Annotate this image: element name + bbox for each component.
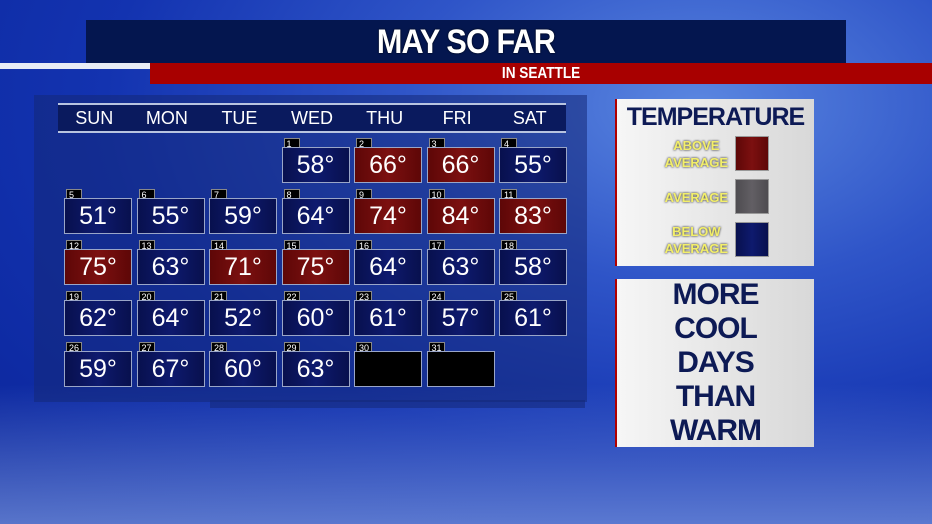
weekday-tue: TUE — [221, 108, 258, 128]
day-cell: 17 63° — [426, 240, 495, 286]
day-cell: 6 55° — [136, 189, 205, 235]
day-cell: 31 — [426, 342, 495, 388]
day-cell: 7 59° — [209, 189, 277, 235]
day-temperature: 60° — [281, 300, 350, 336]
page-title: MAY SO FAR — [376, 23, 556, 61]
weekday-thu: THU — [366, 108, 404, 128]
day-temperature: 61° — [499, 300, 567, 336]
day-temperature: 83° — [499, 198, 567, 234]
day-cell: 8 64° — [281, 189, 350, 235]
legend-label: ABOVE AVERAGE — [664, 138, 728, 170]
summary-panel: MORE COOL DAYS THAN WARM — [615, 278, 814, 447]
day-cell: 1 58° — [281, 138, 350, 184]
weekday-wed: WED — [291, 108, 334, 128]
day-temperature: 67° — [136, 351, 205, 387]
legend-label: BELOW AVERAGE — [664, 224, 728, 256]
day-cell: 21 52° — [209, 291, 277, 337]
day-cell: 20 64° — [136, 291, 205, 337]
day-temperature: 55° — [136, 198, 205, 234]
day-cell: 11 83° — [499, 189, 567, 235]
calendar-panel-extension — [210, 400, 585, 408]
day-cell: 12 75° — [64, 240, 132, 286]
day-cell: 23 61° — [354, 291, 422, 337]
day-temperature: 59° — [209, 198, 277, 234]
accent-line — [0, 63, 152, 69]
day-cell: 25 61° — [499, 291, 567, 337]
legend-swatch-below — [735, 222, 769, 257]
day-temperature: 52° — [209, 300, 277, 336]
day-cell: 30 — [354, 342, 422, 388]
day-temperature: 58° — [499, 249, 567, 285]
title-bar: MAY SO FAR — [86, 20, 846, 64]
legend-swatch-above — [735, 136, 769, 171]
day-temperature: 51° — [64, 198, 132, 234]
day-cell: 18 58° — [499, 240, 567, 286]
day-cell: 27 67° — [136, 342, 205, 388]
day-temperature: 55° — [499, 147, 567, 183]
subtitle-bar: IN SEATTLE — [150, 63, 932, 84]
day-cell: 29 63° — [281, 342, 350, 388]
day-cell: 9 74° — [354, 189, 422, 235]
legend-item-below: BELOW AVERAGE — [617, 222, 816, 258]
summary-message: MORE COOL DAYS THAN WARM — [670, 278, 762, 447]
day-temperature: 74° — [354, 198, 422, 234]
day-temperature: 58° — [281, 147, 350, 183]
day-cell: 4 55° — [499, 138, 567, 184]
legend-label: AVERAGE — [664, 189, 728, 205]
day-cell: 15 75° — [281, 240, 350, 286]
day-cell: 3 66° — [426, 138, 495, 184]
page-subtitle: IN SEATTLE — [501, 65, 581, 82]
day-temperature: 75° — [281, 249, 350, 285]
weekday-sun: SUN — [75, 108, 114, 128]
day-cell: 28 60° — [209, 342, 277, 388]
day-temperature: 66° — [426, 147, 495, 183]
weekday-fri: FRI — [442, 108, 472, 128]
day-temperature: 63° — [426, 249, 495, 285]
day-temperature: 71° — [209, 249, 277, 285]
day-temperature: 63° — [281, 351, 350, 387]
day-temperature: 84° — [426, 198, 495, 234]
day-cell: 24 57° — [426, 291, 495, 337]
day-cell: 5 51° — [64, 189, 132, 235]
day-cell: 10 84° — [426, 189, 495, 235]
calendar-panel — [34, 95, 587, 402]
day-temperature: 75° — [64, 249, 132, 285]
weekday-sat: SAT — [512, 108, 547, 128]
legend-item-above: ABOVE AVERAGE — [617, 136, 816, 172]
day-cell: 19 62° — [64, 291, 132, 337]
day-temperature: 64° — [354, 249, 422, 285]
weekday-header: SUN MON TUE WED THU FRI SAT — [58, 103, 566, 133]
legend-item-average: AVERAGE — [617, 179, 816, 215]
day-temperature: 64° — [136, 300, 205, 336]
day-temperature: 59° — [64, 351, 132, 387]
day-temperature — [426, 351, 495, 387]
weekday-mon: MON — [145, 108, 188, 128]
day-temperature — [354, 351, 422, 387]
temperature-legend: TEMPERATURE ABOVE AVERAGE AVERAGE BELOW AV… — [615, 99, 814, 266]
day-cell: 14 71° — [209, 240, 277, 286]
day-cell: 16 64° — [354, 240, 422, 286]
day-temperature: 60° — [209, 351, 277, 387]
legend-swatch-average — [735, 179, 769, 214]
day-temperature: 64° — [281, 198, 350, 234]
day-cell: 26 59° — [64, 342, 132, 388]
day-temperature: 61° — [354, 300, 422, 336]
day-temperature: 57° — [426, 300, 495, 336]
day-temperature: 63° — [136, 249, 205, 285]
day-temperature: 66° — [354, 147, 422, 183]
day-cell: 13 63° — [136, 240, 205, 286]
day-cell: 2 66° — [354, 138, 422, 184]
day-temperature: 62° — [64, 300, 132, 336]
day-cell: 22 60° — [281, 291, 350, 337]
legend-title: TEMPERATURE — [626, 103, 805, 131]
